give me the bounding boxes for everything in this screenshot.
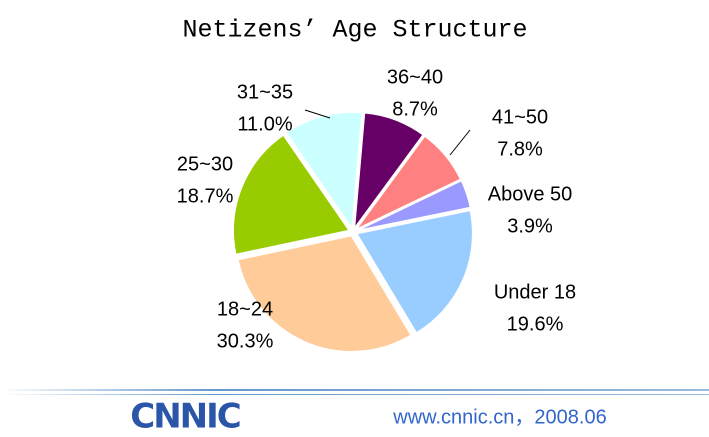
slice-label: Under 18	[494, 281, 576, 303]
pie-slice	[232, 133, 351, 256]
chart-title: Netizens’ Age Structure	[182, 16, 527, 45]
leader-line	[449, 129, 471, 156]
pie-slice	[355, 134, 462, 231]
slice-label: 41~50	[492, 106, 548, 128]
slice-label: 36~40	[387, 66, 443, 88]
slice-label: 18~24	[217, 298, 273, 320]
pie-slice	[355, 209, 474, 335]
footer-text: www.cnnic.cn，2008.06	[392, 406, 606, 428]
slice-label: 31~35	[237, 81, 293, 103]
leader-line	[304, 109, 331, 119]
value-label: 7.8%	[497, 138, 543, 160]
pie-slice	[356, 179, 472, 232]
value-label: 11.0%	[237, 113, 292, 135]
value-label: 8.7%	[392, 98, 438, 120]
value-label: 30.3%	[217, 330, 274, 352]
value-label: 18.7%	[177, 185, 234, 207]
logo: CNNIC	[130, 397, 240, 437]
divider	[0, 394, 709, 395]
value-label: 3.9%	[507, 215, 553, 237]
pie-slice	[353, 111, 425, 231]
value-label: 19.6%	[507, 313, 564, 335]
slice-label: Above 50	[488, 183, 573, 205]
slice-label: 25~30	[177, 153, 233, 175]
pie-slice	[237, 234, 413, 353]
divider	[0, 389, 709, 391]
